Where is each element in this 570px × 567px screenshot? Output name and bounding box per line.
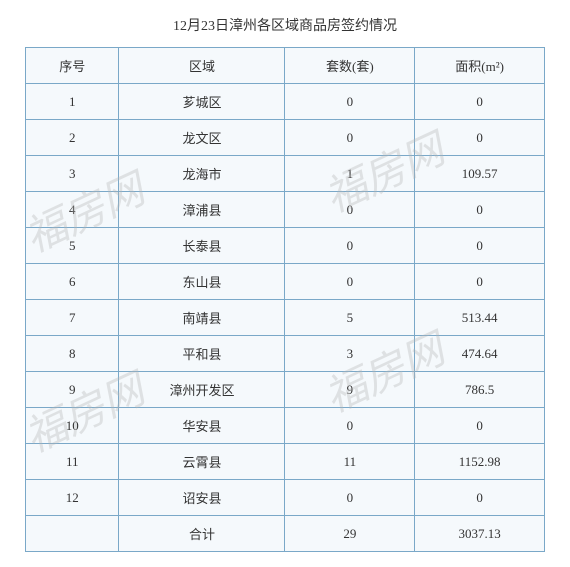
table-cell: 0 [415,480,545,516]
table-cell: 474.64 [415,336,545,372]
table-row: 7南靖县5513.44 [26,300,545,336]
table-cell: 云霄县 [119,444,285,480]
table-cell: 0 [415,84,545,120]
table-cell: 786.5 [415,372,545,408]
table-cell: 平和县 [119,336,285,372]
table-cell: 11 [285,444,415,480]
table-cell: 3 [26,156,119,192]
table-cell: 9 [26,372,119,408]
table-row: 6东山县00 [26,264,545,300]
header-count: 套数(套) [285,48,415,84]
table-cell: 0 [415,408,545,444]
table-row: 合计293037.13 [26,516,545,552]
table-cell: 5 [285,300,415,336]
table-cell: 龙文区 [119,120,285,156]
table-cell: 南靖县 [119,300,285,336]
table-cell: 10 [26,408,119,444]
table-cell: 11 [26,444,119,480]
table-cell: 1152.98 [415,444,545,480]
table-row: 10华安县00 [26,408,545,444]
table-row: 5长泰县00 [26,228,545,264]
table-cell: 0 [285,228,415,264]
table-cell: 合计 [119,516,285,552]
table-cell: 3037.13 [415,516,545,552]
table-cell: 0 [285,264,415,300]
table-cell: 12 [26,480,119,516]
table-header-row: 序号 区域 套数(套) 面积(m²) [26,48,545,84]
table-cell: 0 [415,264,545,300]
table-cell: 东山县 [119,264,285,300]
data-table: 序号 区域 套数(套) 面积(m²) 1芗城区002龙文区003龙海市1109.… [25,47,545,552]
table-cell: 1 [26,84,119,120]
table-cell: 0 [285,480,415,516]
table-cell: 4 [26,192,119,228]
table-cell: 7 [26,300,119,336]
table-row: 8平和县3474.64 [26,336,545,372]
table-cell: 0 [415,120,545,156]
table-row: 9漳州开发区9786.5 [26,372,545,408]
table-cell: 0 [285,120,415,156]
header-area: 面积(m²) [415,48,545,84]
table-cell: 1 [285,156,415,192]
table-row: 4漳浦县00 [26,192,545,228]
table-cell: 6 [26,264,119,300]
table-cell: 29 [285,516,415,552]
table-cell: 0 [415,192,545,228]
table-cell: 3 [285,336,415,372]
table-cell: 长泰县 [119,228,285,264]
table-cell: 0 [285,84,415,120]
table-cell: 8 [26,336,119,372]
table-cell: 0 [285,408,415,444]
table-cell [26,516,119,552]
table-cell: 华安县 [119,408,285,444]
table-container: 12月23日漳州各区域商品房签约情况 序号 区域 套数(套) 面积(m²) 1芗… [0,0,570,567]
table-cell: 9 [285,372,415,408]
table-cell: 诏安县 [119,480,285,516]
page-title: 12月23日漳州各区域商品房签约情况 [25,15,545,35]
table-cell: 芗城区 [119,84,285,120]
table-cell: 0 [285,192,415,228]
table-cell: 5 [26,228,119,264]
table-cell: 龙海市 [119,156,285,192]
table-row: 12诏安县00 [26,480,545,516]
table-row: 1芗城区00 [26,84,545,120]
header-index: 序号 [26,48,119,84]
table-cell: 109.57 [415,156,545,192]
table-cell: 513.44 [415,300,545,336]
table-cell: 2 [26,120,119,156]
table-row: 2龙文区00 [26,120,545,156]
header-region: 区域 [119,48,285,84]
table-cell: 0 [415,228,545,264]
table-row: 3龙海市1109.57 [26,156,545,192]
table-row: 11云霄县111152.98 [26,444,545,480]
table-cell: 漳浦县 [119,192,285,228]
table-cell: 漳州开发区 [119,372,285,408]
table-body: 1芗城区002龙文区003龙海市1109.574漳浦县005长泰县006东山县0… [26,84,545,552]
